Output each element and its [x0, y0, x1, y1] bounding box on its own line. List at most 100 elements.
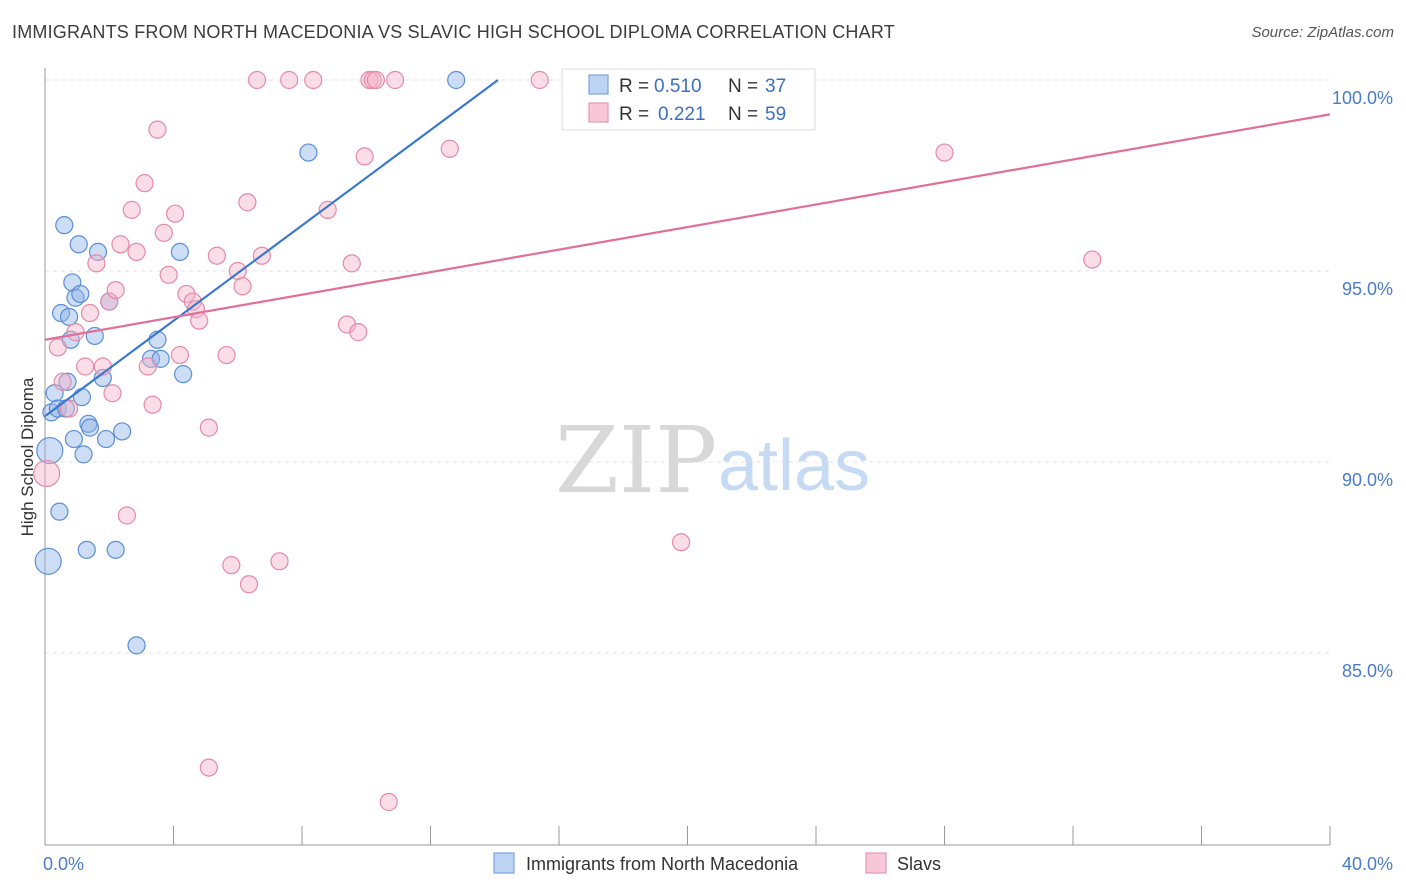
- data-point-1-16: [135, 174, 154, 193]
- axes: [44, 68, 1331, 846]
- data-point-0-7: [55, 216, 74, 235]
- data-point-0-19: [77, 540, 96, 559]
- watermark-atlas: atlas: [718, 426, 870, 506]
- data-point-0-10: [59, 307, 79, 326]
- data-point-1-57: [1083, 250, 1102, 269]
- series-slavs-points: [33, 70, 1102, 812]
- data-point-1-42: [318, 200, 337, 219]
- data-point-0-28: [112, 422, 132, 441]
- data-point-0-23: [88, 242, 108, 261]
- data-point-1-2: [53, 372, 72, 391]
- y-tick-label-1: 95.0%: [1342, 279, 1393, 299]
- bottom-legend-label-slavs: Slavs: [897, 854, 941, 874]
- data-point-1-30: [207, 246, 226, 265]
- legend-n-label-1: N =: [728, 104, 758, 125]
- data-point-1-12: [111, 235, 130, 254]
- data-point-1-3: [59, 399, 79, 418]
- data-point-0-9: [58, 372, 77, 391]
- data-point-0-15: [69, 235, 88, 254]
- data-point-1-18: [143, 395, 162, 414]
- data-point-0-5: [50, 502, 69, 521]
- data-point-1-7: [87, 254, 106, 273]
- data-point-1-10: [103, 384, 122, 403]
- data-point-1-49: [366, 70, 385, 90]
- data-point-1-23: [170, 345, 190, 365]
- data-point-0-1: [36, 436, 64, 465]
- watermark-zip: ZIP: [555, 407, 717, 514]
- legend-r-label-0: R =: [619, 76, 649, 97]
- series-legend: Immigrants from North Macedonia Slavs: [493, 852, 941, 874]
- data-point-1-35: [238, 193, 257, 212]
- data-point-1-1: [48, 338, 67, 357]
- data-point-1-45: [349, 323, 368, 342]
- watermark: ZIP atlas: [555, 407, 870, 514]
- trend-lines: [44, 79, 1331, 418]
- data-point-0-29: [127, 636, 146, 655]
- source-credit: Source: ZipAtlas.com: [1251, 24, 1394, 41]
- data-point-0-18: [74, 445, 93, 464]
- data-point-1-50: [379, 792, 398, 812]
- data-point-0-34: [174, 365, 193, 384]
- data-point-0-16: [71, 284, 90, 304]
- bottom-legend-label-north-macedonia: Immigrants from North Macedonia: [526, 854, 799, 874]
- data-point-1-13: [117, 506, 137, 525]
- data-point-1-55: [671, 533, 691, 552]
- trend-line-0: [44, 79, 499, 418]
- data-point-1-41: [304, 70, 323, 90]
- data-point-1-11: [106, 281, 125, 300]
- legend-n-value-1: 59: [765, 104, 786, 125]
- trend-line-1: [44, 113, 1331, 341]
- x-tick-labels: 0.0% 40.0%: [43, 854, 1393, 874]
- data-point-1-22: [166, 204, 185, 223]
- data-point-1-15: [127, 242, 146, 261]
- data-point-1-37: [247, 70, 267, 90]
- data-point-1-0: [33, 459, 61, 488]
- data-point-1-34: [233, 277, 252, 296]
- data-point-1-5: [76, 357, 95, 376]
- data-point-0-21: [80, 418, 100, 437]
- bottom-legend-swatch-slavs: [865, 852, 887, 874]
- y-tick-label-2: 90.0%: [1342, 470, 1393, 490]
- data-point-1-28: [199, 418, 218, 437]
- bottom-legend-swatch-north-macedonia: [493, 852, 515, 874]
- data-point-1-53: [530, 70, 549, 90]
- data-point-1-29: [199, 758, 218, 777]
- data-point-1-20: [154, 223, 173, 242]
- data-point-1-24: [177, 284, 196, 304]
- data-point-1-19: [148, 120, 167, 139]
- data-point-1-40: [280, 70, 299, 90]
- data-point-1-6: [80, 303, 100, 323]
- data-point-1-39: [270, 552, 289, 571]
- x-tick-label-0: 0.0%: [43, 854, 84, 874]
- data-point-0-13: [64, 429, 84, 449]
- data-point-0-33: [170, 242, 190, 261]
- data-point-0-27: [106, 540, 125, 559]
- data-point-1-51: [386, 70, 405, 90]
- data-point-0-0: [34, 547, 62, 575]
- data-point-0-25: [96, 429, 116, 449]
- legend-n-label-0: N =: [728, 76, 758, 97]
- data-point-1-21: [159, 265, 178, 284]
- legend-n-value-0: 37: [765, 76, 786, 97]
- y-tick-label-3: 85.0%: [1342, 661, 1393, 681]
- data-point-0-36: [447, 70, 466, 90]
- data-point-1-46: [355, 147, 374, 166]
- y-tick-labels: 100.0% 95.0% 90.0% 85.0%: [1332, 88, 1393, 681]
- legend-r-value-1: 0.221: [658, 104, 706, 125]
- y-axis-label: High School Diploma: [18, 377, 37, 536]
- x-tick-label-1: 40.0%: [1342, 854, 1393, 874]
- data-point-1-4: [66, 323, 85, 342]
- chart-title: IMMIGRANTS FROM NORTH MACEDONIA VS SLAVI…: [12, 22, 895, 42]
- data-point-1-31: [217, 345, 236, 365]
- data-point-1-36: [239, 575, 259, 594]
- stats-legend: R = 0.510 N = 37 R = 0.221 N = 59: [561, 68, 816, 131]
- data-point-0-35: [299, 143, 318, 162]
- legend-swatch-slavs: [588, 102, 609, 123]
- data-point-1-52: [440, 139, 459, 158]
- data-point-1-32: [222, 556, 241, 575]
- y-tick-label-0: 100.0%: [1332, 88, 1393, 108]
- data-point-1-56: [935, 143, 954, 162]
- data-point-1-14: [122, 200, 141, 219]
- legend-r-value-0: 0.510: [654, 76, 702, 97]
